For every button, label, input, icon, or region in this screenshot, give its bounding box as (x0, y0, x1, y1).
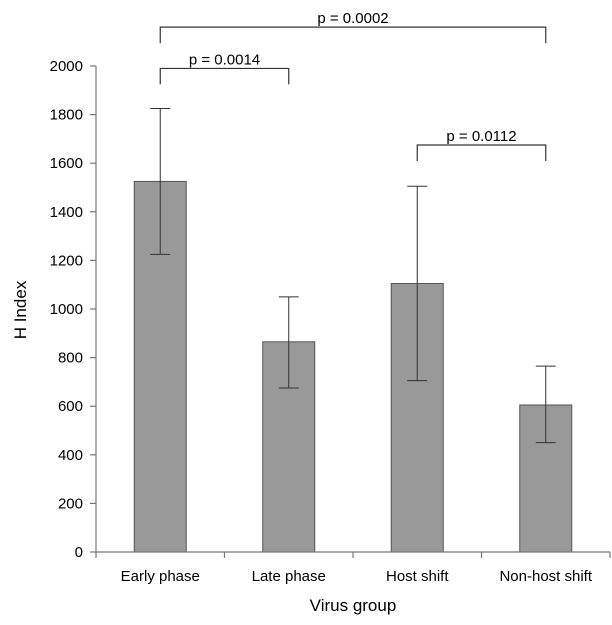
y-tick-label: 400 (58, 447, 83, 464)
y-tick-label: 800 (58, 350, 83, 367)
y-tick-label: 1000 (50, 301, 83, 318)
significance-layer: p = 0.0002 p = 0.0014 p = 0.0112 (159, 10, 547, 161)
x-tick-label: Host shift (386, 568, 449, 585)
y-tick-label: 0 (75, 544, 83, 561)
p-value-label: p = 0.0014 (189, 51, 260, 68)
p-value-label: p = 0.0112 (446, 128, 516, 145)
x-tick-label: Non-host shift (499, 568, 592, 585)
y-tick-label: 1600 (50, 155, 83, 172)
y-axis-title: H Index (11, 280, 30, 339)
x-tick-label: Late phase (252, 568, 326, 585)
x-tick-label: Early phase (121, 568, 200, 585)
y-tick-label: 2000 (50, 58, 83, 75)
significance-bracket (159, 67, 290, 85)
x-axis-title: Virus group (310, 596, 397, 615)
x-labels-layer: Early phase Late phase Host shift Non-host … (121, 568, 593, 585)
y-tick-label: 600 (58, 398, 83, 415)
bars-layer (133, 180, 573, 553)
significance-bracket (159, 26, 547, 44)
y-tick-label: 1800 (50, 107, 83, 124)
y-tick-label: 1400 (50, 204, 83, 221)
p-value-label: p = 0.0002 (317, 10, 388, 27)
significance-bracket (416, 144, 547, 161)
error-bars-layer (150, 108, 556, 444)
y-ticks-layer: 0 200 400 600 800 1000 1200 1400 1600 1800 2000 (50, 58, 611, 561)
y-tick-label: 200 (58, 495, 83, 512)
y-tick-label: 1200 (50, 252, 83, 269)
